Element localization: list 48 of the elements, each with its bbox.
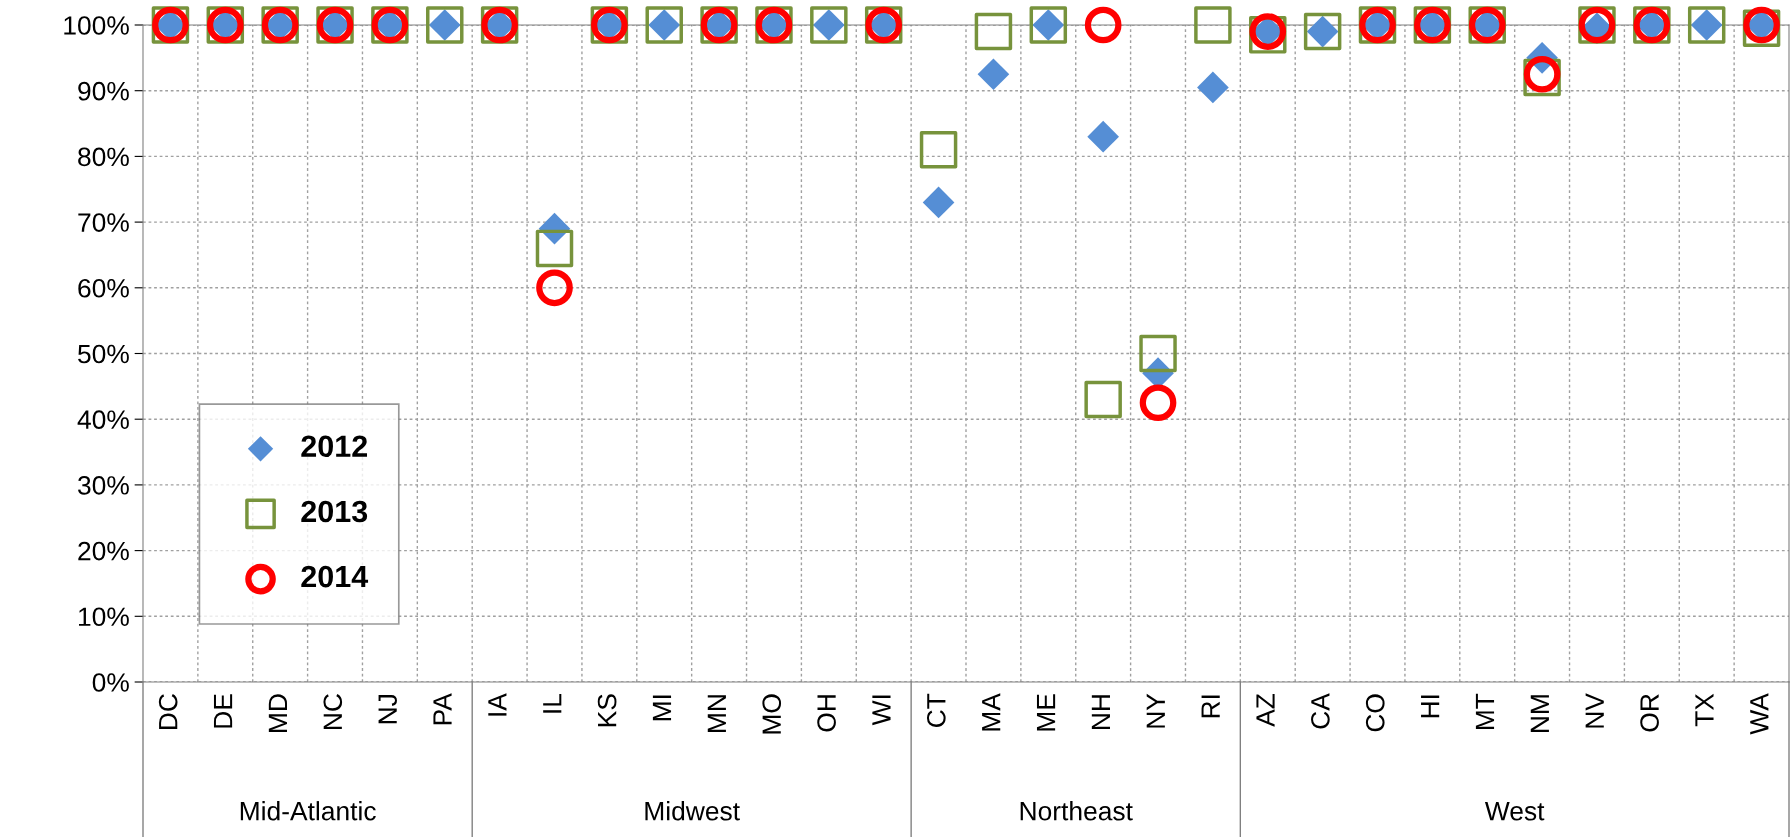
text: West: [1484, 802, 1545, 821]
x-tick-label: OR: [1640, 694, 1659, 732]
x-tick-label: CT: [926, 693, 946, 727]
x-tick-label: MN: [707, 695, 726, 732]
x-tick-label: MI: [652, 695, 672, 721]
text: Midwest: [645, 801, 740, 821]
x-tick-label: WI: [872, 695, 891, 726]
y-tick-label: 30%: [78, 476, 129, 495]
x-tick-label: HI: [1421, 695, 1440, 718]
y-tick-label: 70%: [78, 213, 129, 232]
x-tick-label: CA: [1311, 693, 1330, 729]
x-tick-label: NC: [323, 694, 343, 730]
x-tick-label: MT: [1475, 693, 1495, 730]
legend-label: 2014: [301, 565, 369, 588]
x-tick-label: NM: [1530, 695, 1549, 732]
x-tick-label: WA: [1750, 693, 1769, 735]
x-tick-label: DE: [213, 694, 233, 728]
y-tick-label: 20%: [78, 541, 129, 561]
y-tick-label: 90%: [78, 81, 129, 101]
y-tick-label: 80%: [78, 147, 129, 167]
x-tick-label: AZ: [1256, 693, 1275, 727]
y-tick-label: 50%: [78, 344, 129, 364]
legend-label: 2013: [301, 500, 368, 523]
y-tick-label: 0%: [92, 673, 129, 692]
x-tick-label: OH: [817, 695, 836, 732]
x-tick-label: NJ: [378, 695, 397, 724]
y-tick-label: 10%: [79, 607, 129, 627]
x-tick-label: MD: [268, 694, 287, 732]
x-tick-label: CO: [1365, 694, 1385, 732]
y-tick-label: 100%: [64, 16, 129, 35]
x-tick-label: MO: [762, 694, 782, 734]
x-tick-label: NH: [1091, 695, 1110, 730]
x-tick-label: PA: [433, 693, 452, 725]
y-tick-label: 40%: [77, 410, 129, 430]
text: Mid-Atlantic: [240, 801, 376, 821]
x-tick-label: KS: [597, 694, 617, 727]
x-tick-label: ME: [1036, 694, 1056, 731]
x-tick-label: DC: [158, 694, 178, 730]
x-tick-label: NV: [1585, 693, 1604, 728]
x-tick-label: IA: [488, 693, 507, 716]
x-tick-label: TX: [1695, 693, 1714, 727]
y-tick-label: 60%: [78, 278, 129, 298]
x-tick-label: MA: [982, 693, 1001, 731]
legend-label: 2012: [301, 435, 368, 458]
x-tick-label: RI: [1201, 695, 1220, 718]
x-tick-label: IL: [543, 693, 562, 713]
x-tick-label: NY: [1146, 693, 1165, 728]
text: Northeast: [1020, 801, 1133, 821]
